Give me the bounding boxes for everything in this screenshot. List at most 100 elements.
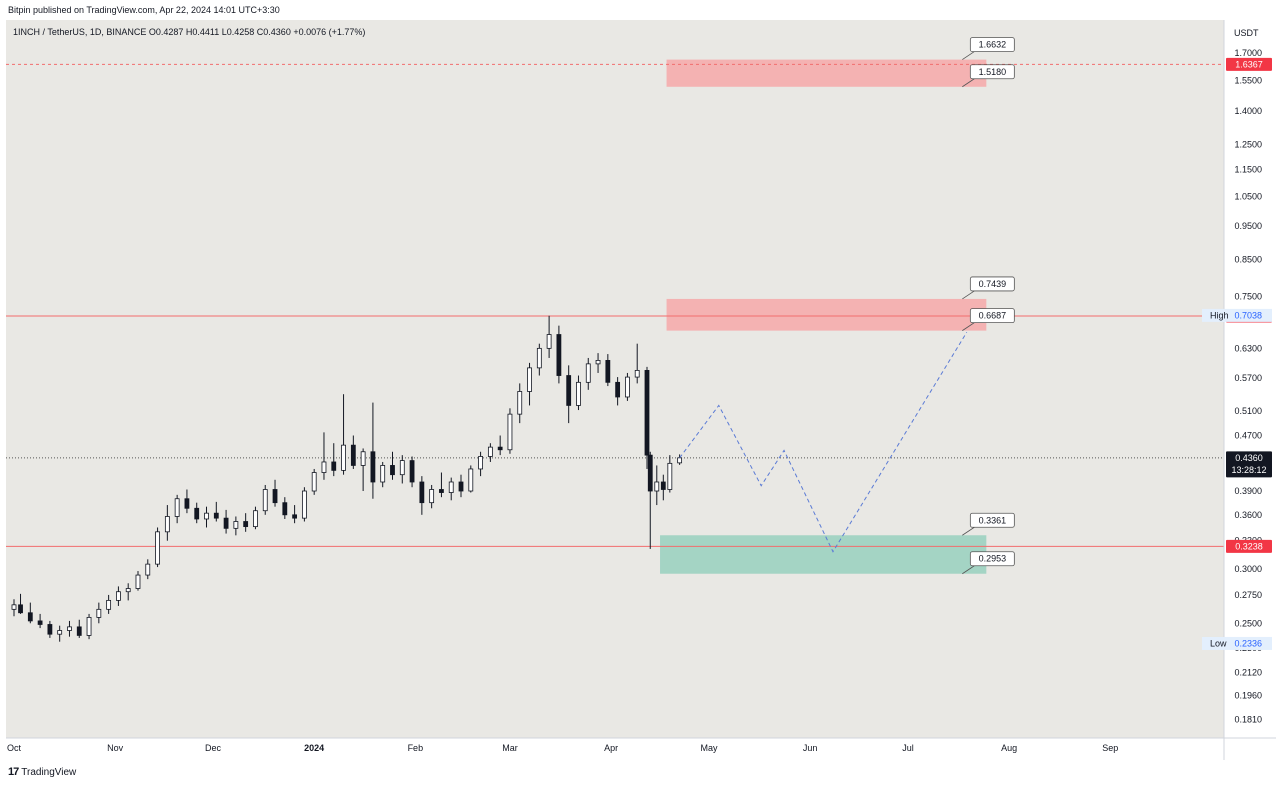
time-tick-label: Sep (1102, 743, 1118, 753)
candle-body (116, 591, 121, 601)
time-tick-label: Dec (205, 743, 222, 753)
candle-body (204, 512, 209, 520)
currency-label[interactable]: USDT (1234, 28, 1259, 38)
candle-body (282, 502, 288, 516)
tradingview-logo-icon: 17 (8, 766, 19, 778)
time-tick-label: Mar (502, 743, 518, 753)
price-tick-label: 0.1810 (1234, 714, 1262, 724)
candle-body (556, 334, 562, 376)
candle-body (654, 481, 660, 492)
time-tick-label: Oct (7, 743, 22, 753)
price-tag (1226, 539, 1272, 553)
candle-body (194, 507, 200, 520)
price-callout (969, 276, 1015, 292)
callout-label: 0.7439 (979, 279, 1007, 289)
candle-body (272, 489, 278, 504)
callout-leader (962, 322, 975, 331)
price-tick-label: 1.5500 (1234, 76, 1262, 86)
candle-body (625, 376, 630, 398)
price-tick-label: 0.5100 (1234, 406, 1262, 416)
price-tick-label: 0.2750 (1234, 590, 1262, 600)
candle-body (448, 481, 454, 493)
symbol-legend: 1INCH / TetherUS, 1D, BINANCE O0.4287 H0… (13, 27, 365, 37)
candle-body (595, 360, 601, 365)
resistance-zone-0 (666, 59, 987, 87)
candle-body (67, 626, 72, 631)
candle-body (321, 461, 327, 473)
publisher-header: Bitpin published on TradingView.com, Apr… (8, 5, 280, 15)
brand-name: TradingView (21, 766, 77, 778)
price-tag (1226, 451, 1272, 478)
candle-body (429, 489, 435, 504)
candle-body (677, 457, 683, 464)
time-tick-label: Feb (408, 743, 424, 753)
price-tick-label: 0.2120 (1234, 667, 1262, 677)
callout-label: 0.3361 (979, 515, 1007, 525)
callout-label: 0.6687 (979, 311, 1007, 321)
candle-body (106, 599, 112, 610)
price-tag-label: 0.4360 (1235, 453, 1263, 463)
chart-frame[interactable]: 1.6632 1.5180 0.7439 0.6687 0.3361 0.2953 1.7… (6, 20, 1276, 760)
candle-body (11, 604, 17, 610)
candle-body (566, 375, 572, 406)
time-tick-label: Aug (1001, 743, 1017, 753)
price-tick-label: 1.7000 (1234, 48, 1262, 58)
callout-leader (962, 565, 975, 575)
price-callout (969, 551, 1015, 567)
candle-body (233, 521, 239, 529)
price-tick-label: 1.2500 (1234, 140, 1262, 150)
price-tick-label: 0.8500 (1234, 254, 1262, 264)
candle-body (439, 489, 444, 493)
price-tick-label: 0.3000 (1234, 564, 1262, 574)
candle-body (546, 334, 552, 349)
resistance-zone-1 (666, 298, 987, 331)
countdown-label: 13:28:12 (1231, 465, 1266, 475)
range-marker-value: 0.2336 (1234, 638, 1262, 648)
candle-body (660, 481, 666, 490)
support-zone-2 (660, 535, 987, 574)
projection-layer (679, 332, 968, 553)
price-tick-label: 0.5700 (1234, 373, 1262, 383)
candle-body (145, 563, 151, 576)
candle-body (37, 620, 43, 625)
price-tags: 1.63670.70230.32380.436013:28:12High0.70… (1202, 57, 1272, 650)
candle-body (76, 626, 82, 636)
range-marker-value: 0.7038 (1234, 310, 1262, 320)
candle-body (615, 381, 621, 398)
price-axis[interactable] (1224, 20, 1276, 760)
projected-path (679, 332, 968, 553)
candle-body (478, 456, 483, 470)
candle-body (57, 630, 63, 635)
zones-layer (660, 59, 987, 574)
price-tick-label: 0.2500 (1234, 618, 1262, 628)
candle-body (262, 489, 268, 512)
candle-body (399, 460, 405, 476)
candle-body (253, 510, 258, 528)
candle-body (468, 468, 474, 492)
callout-label: 1.6632 (979, 40, 1007, 50)
price-tick-label: 1.1500 (1234, 164, 1262, 174)
candle-body (390, 465, 395, 476)
price-ticks: 1.7000 1.5500 1.4000 1.2500 1.1500 1.0500 0.95… (1234, 48, 1262, 724)
candles-layer (11, 315, 683, 642)
candle-body (341, 444, 346, 471)
candle-body (164, 516, 170, 533)
candle-body (409, 460, 415, 483)
candle-body (18, 604, 23, 614)
candle-body (174, 498, 180, 517)
range-marker-tag: High (1210, 310, 1229, 320)
candle-body (243, 521, 249, 528)
range-marker-tag: Low (1210, 638, 1227, 648)
candle-body (647, 454, 653, 492)
callouts-layer: 1.6632 1.5180 0.7439 0.6687 0.3361 0.2953 (962, 37, 1015, 575)
time-tick-label: Jun (803, 743, 818, 753)
candle-body (86, 616, 92, 636)
callout-label: 0.2953 (979, 554, 1007, 564)
candle-body (184, 498, 190, 509)
time-tick-label: May (700, 743, 718, 753)
candle-body (634, 370, 640, 378)
price-tick-label: 1.4000 (1234, 106, 1262, 116)
price-tick-label: 0.3600 (1234, 510, 1262, 520)
footer-brand[interactable]: 17 TradingView (8, 766, 76, 778)
price-chart[interactable]: 1.6632 1.5180 0.7439 0.6687 0.3361 0.2953 1.7… (6, 20, 1276, 760)
